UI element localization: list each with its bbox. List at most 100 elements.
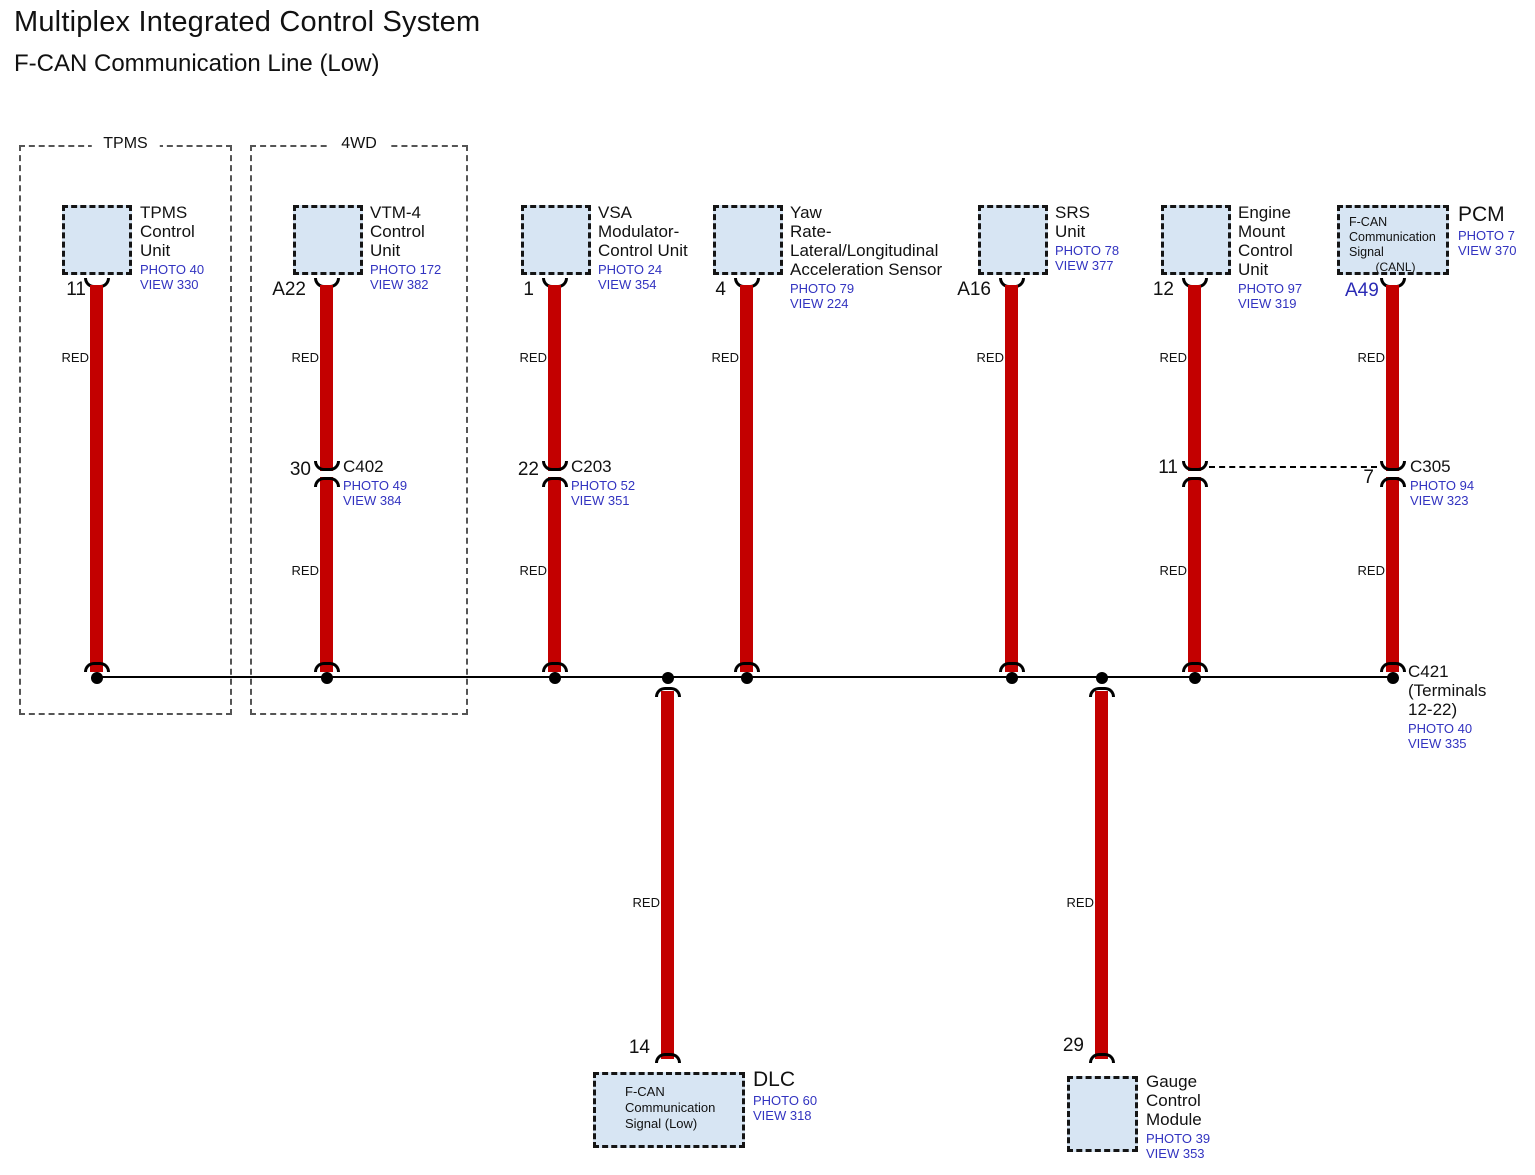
- connector-wire-gap: [548, 471, 561, 477]
- junction-dot: [549, 672, 561, 684]
- component-label-engine-mount: Engine Mount Control Unit PHOTO 97 VIEW …: [1238, 203, 1302, 311]
- view-ref: VIEW 353: [1146, 1145, 1205, 1161]
- connector-dashed-link: [1209, 466, 1377, 468]
- terminal-arc-icon: [999, 662, 1025, 672]
- pin-label: 4: [715, 279, 726, 300]
- pcm-canl-label: (CANL): [1375, 260, 1416, 274]
- photo-ref: PHOTO 40: [140, 262, 205, 277]
- connector-label-c421: C421 (Terminals 12-22) PHOTO 40 VIEW 335: [1408, 662, 1486, 751]
- component-label-gauge: Gauge Control Module PHOTO 39 VIEW 353: [1146, 1072, 1210, 1161]
- connector-wire-gap: [320, 471, 333, 477]
- pin-label: 11: [66, 279, 86, 300]
- component-box-tpms-control-unit: [62, 205, 132, 275]
- wire-gauge: [1095, 691, 1108, 1059]
- terminal-arc-icon: [734, 662, 760, 672]
- pin-label: A16: [957, 279, 991, 300]
- component-name: VSA Modulator- Control Unit: [598, 203, 688, 260]
- junction-dot: [741, 672, 753, 684]
- photo-ref: PHOTO 97: [1238, 281, 1303, 296]
- photo-ref: PHOTO 78: [1055, 243, 1120, 258]
- terminal-arc-icon: [1380, 662, 1406, 672]
- component-box-engine-mount: [1161, 205, 1231, 275]
- component-name: TPMS Control Unit: [140, 203, 195, 260]
- component-box-gauge-control-module: [1067, 1076, 1138, 1152]
- component-label-dlc: DLC PHOTO 60 VIEW 318: [753, 1068, 817, 1123]
- connector-label-c305: C305 PHOTO 94 VIEW 323: [1410, 457, 1474, 508]
- wire-color-label: RED: [61, 350, 89, 365]
- wire-color-label: RED: [711, 350, 739, 365]
- wire-dlc: [661, 691, 674, 1059]
- wire-color-label: RED: [1159, 350, 1187, 365]
- component-name: DLC: [753, 1068, 796, 1091]
- component-label-srs: SRS Unit PHOTO 78 VIEW 377: [1055, 203, 1119, 273]
- view-ref: VIEW 370: [1458, 242, 1517, 258]
- photo-ref: PHOTO 7: [1458, 228, 1515, 243]
- wire-color-label: RED: [519, 350, 547, 365]
- connector-name: C421 (Terminals 12-22): [1408, 662, 1487, 719]
- view-ref: VIEW 384: [343, 492, 402, 508]
- connector-name: C402: [343, 457, 384, 476]
- connector-arc-icon: [542, 477, 568, 487]
- photo-ref: PHOTO 24: [598, 262, 663, 277]
- pin-label: 11: [1158, 457, 1178, 478]
- connector-arc-icon: [314, 461, 340, 471]
- terminal-arc-icon: [655, 687, 681, 697]
- view-ref: VIEW 351: [571, 492, 630, 508]
- photo-ref: PHOTO 60: [753, 1093, 818, 1108]
- component-box-yaw-rate-sensor: [713, 205, 783, 275]
- view-ref: VIEW 323: [1410, 492, 1469, 508]
- pin-label: 30: [289, 459, 311, 480]
- group-box-4wd: 4WD: [250, 135, 468, 715]
- wire-tpms: [90, 285, 103, 672]
- component-name: Yaw Rate- Lateral/Longitudinal Accelerat…: [790, 203, 943, 279]
- junction-dot: [91, 672, 103, 684]
- connector-wire-gap: [1386, 471, 1399, 477]
- junction-dot: [1006, 672, 1018, 684]
- pcm-inner-signal-label: F-CAN Communication Signal: [1349, 215, 1436, 259]
- connector-arc-icon: [1380, 461, 1406, 471]
- wire-color-label: RED: [632, 895, 660, 910]
- wire-color-label: RED: [1066, 895, 1094, 910]
- connector-name: C305: [1410, 457, 1451, 476]
- view-ref: VIEW 335: [1408, 735, 1467, 751]
- view-ref: VIEW 382: [370, 276, 429, 292]
- photo-ref: PHOTO 172: [370, 262, 442, 277]
- junction-dot: [1387, 672, 1399, 684]
- connector-arc-icon: [1182, 461, 1208, 471]
- terminal-arc-icon: [314, 662, 340, 672]
- component-box-dlc: F-CAN Communication Signal (Low): [593, 1072, 745, 1148]
- pin-label: 14: [628, 1037, 650, 1058]
- component-label-pcm: PCM PHOTO 7 VIEW 370: [1458, 203, 1517, 258]
- group-label-4wd: 4WD: [329, 135, 389, 153]
- component-name: SRS Unit: [1055, 203, 1090, 241]
- wire-color-label: RED: [291, 350, 319, 365]
- wire-color-label: RED: [291, 563, 319, 578]
- pin-label: 1: [523, 279, 534, 300]
- component-name: Engine Mount Control Unit: [1238, 203, 1293, 279]
- view-ref: VIEW 330: [140, 276, 199, 292]
- connector-label-c402: C402 PHOTO 49 VIEW 384: [343, 457, 407, 508]
- junction-dot: [321, 672, 333, 684]
- component-name: Gauge Control Module: [1146, 1072, 1202, 1129]
- dlc-inner-signal-label: F-CAN Communication Signal (Low): [625, 1084, 716, 1131]
- view-ref: VIEW 224: [790, 295, 849, 311]
- junction-dot: [662, 672, 674, 684]
- wire-srs: [1005, 285, 1018, 672]
- pin-label: A49: [1345, 280, 1379, 301]
- view-ref: VIEW 319: [1238, 295, 1297, 311]
- photo-ref: PHOTO 52: [571, 478, 636, 493]
- page-title: Multiplex Integrated Control System: [14, 6, 481, 38]
- pin-label: 12: [1152, 279, 1174, 300]
- component-box-pcm: F-CAN Communication Signal (CANL): [1337, 205, 1449, 275]
- pin-label: 7: [1363, 467, 1374, 488]
- wire-color-label: RED: [519, 563, 547, 578]
- pin-label: 22: [517, 459, 539, 480]
- connector-arc-icon: [1380, 477, 1406, 487]
- view-ref: VIEW 354: [598, 276, 657, 292]
- group-box-tpms: TPMS: [19, 135, 232, 715]
- wire-color-label: RED: [976, 350, 1004, 365]
- connector-wire-gap: [1188, 471, 1201, 477]
- photo-ref: PHOTO 94: [1410, 478, 1475, 493]
- terminal-arc-icon: [655, 1053, 681, 1063]
- photo-ref: PHOTO 39: [1146, 1131, 1211, 1146]
